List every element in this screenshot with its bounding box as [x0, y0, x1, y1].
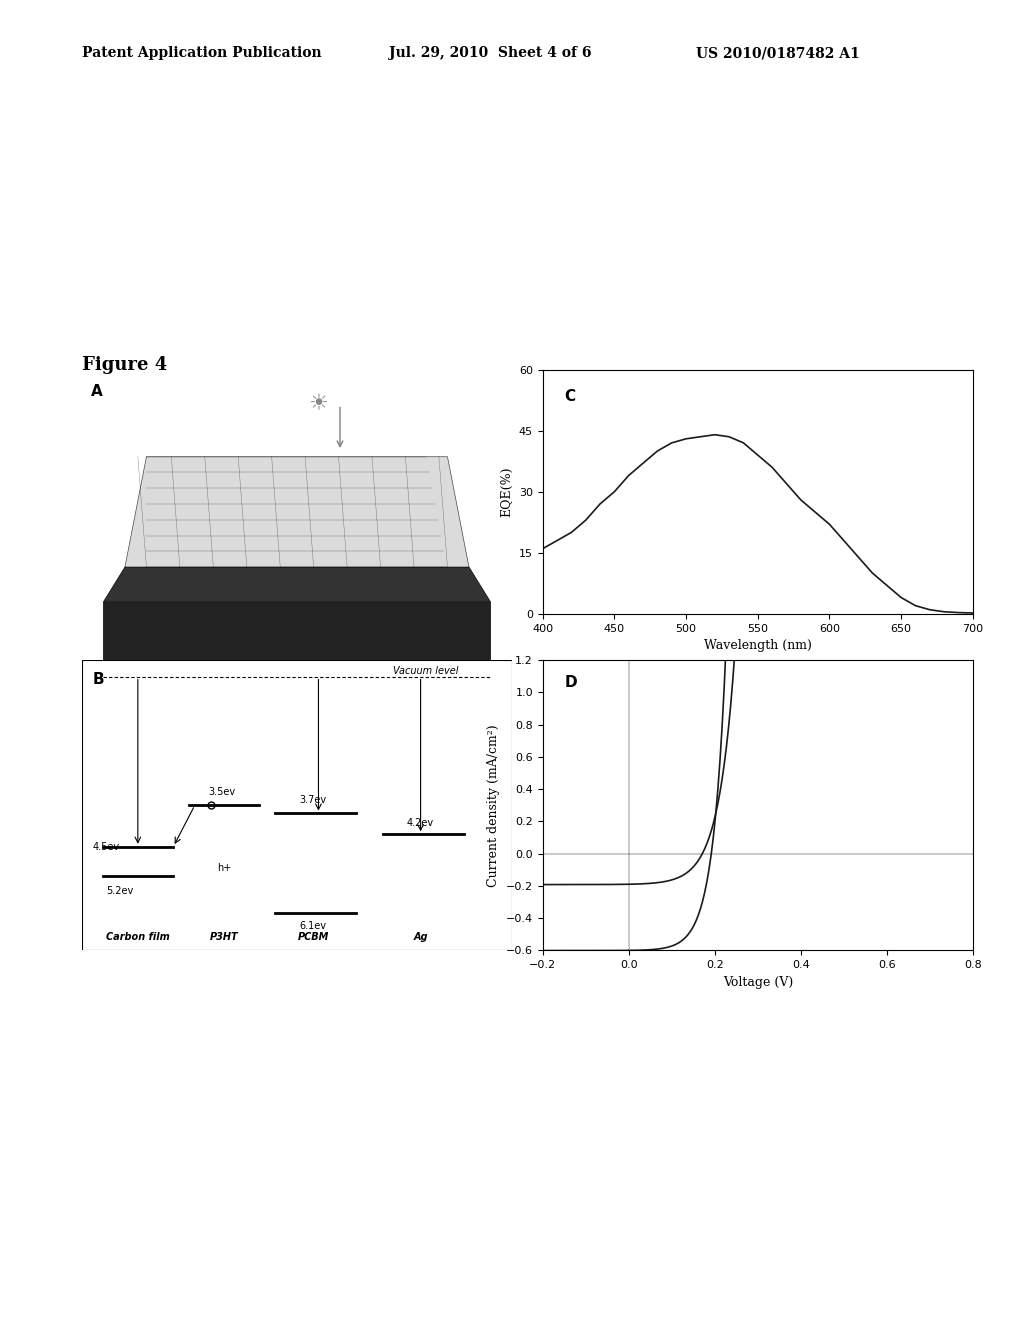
- Text: Jul. 29, 2010  Sheet 4 of 6: Jul. 29, 2010 Sheet 4 of 6: [389, 46, 592, 61]
- X-axis label: Voltage (V): Voltage (V): [723, 975, 793, 989]
- Text: Vacuum level: Vacuum level: [393, 667, 459, 676]
- Text: PCBM: PCBM: [297, 932, 329, 942]
- Text: D: D: [564, 675, 577, 689]
- Text: C: C: [564, 389, 575, 404]
- Text: Figure 4: Figure 4: [82, 356, 167, 375]
- FancyBboxPatch shape: [82, 660, 512, 950]
- Text: 3.5ev: 3.5ev: [208, 787, 236, 797]
- Text: Ag: Ag: [414, 932, 428, 942]
- Text: 5.2ev: 5.2ev: [105, 886, 133, 896]
- Y-axis label: Current density (mA/cm²): Current density (mA/cm²): [487, 723, 501, 887]
- Y-axis label: EQE(%): EQE(%): [501, 466, 513, 517]
- Text: h+: h+: [217, 863, 231, 874]
- X-axis label: Wavelength (nm): Wavelength (nm): [703, 639, 812, 652]
- Text: B: B: [92, 672, 104, 688]
- Text: P3HT: P3HT: [210, 932, 239, 942]
- Text: US 2010/0187482 A1: US 2010/0187482 A1: [696, 46, 860, 61]
- Text: 6.1ev: 6.1ev: [300, 921, 327, 932]
- Polygon shape: [125, 457, 469, 568]
- Polygon shape: [103, 602, 490, 660]
- Text: 4.5ev: 4.5ev: [92, 842, 120, 851]
- Text: Patent Application Publication: Patent Application Publication: [82, 46, 322, 61]
- Text: Carbon film: Carbon film: [105, 932, 170, 942]
- Text: A: A: [90, 384, 102, 399]
- Text: 4.2ev: 4.2ev: [408, 818, 434, 828]
- Text: ☀: ☀: [308, 395, 329, 414]
- Text: 3.7ev: 3.7ev: [300, 795, 327, 805]
- Polygon shape: [103, 568, 490, 602]
